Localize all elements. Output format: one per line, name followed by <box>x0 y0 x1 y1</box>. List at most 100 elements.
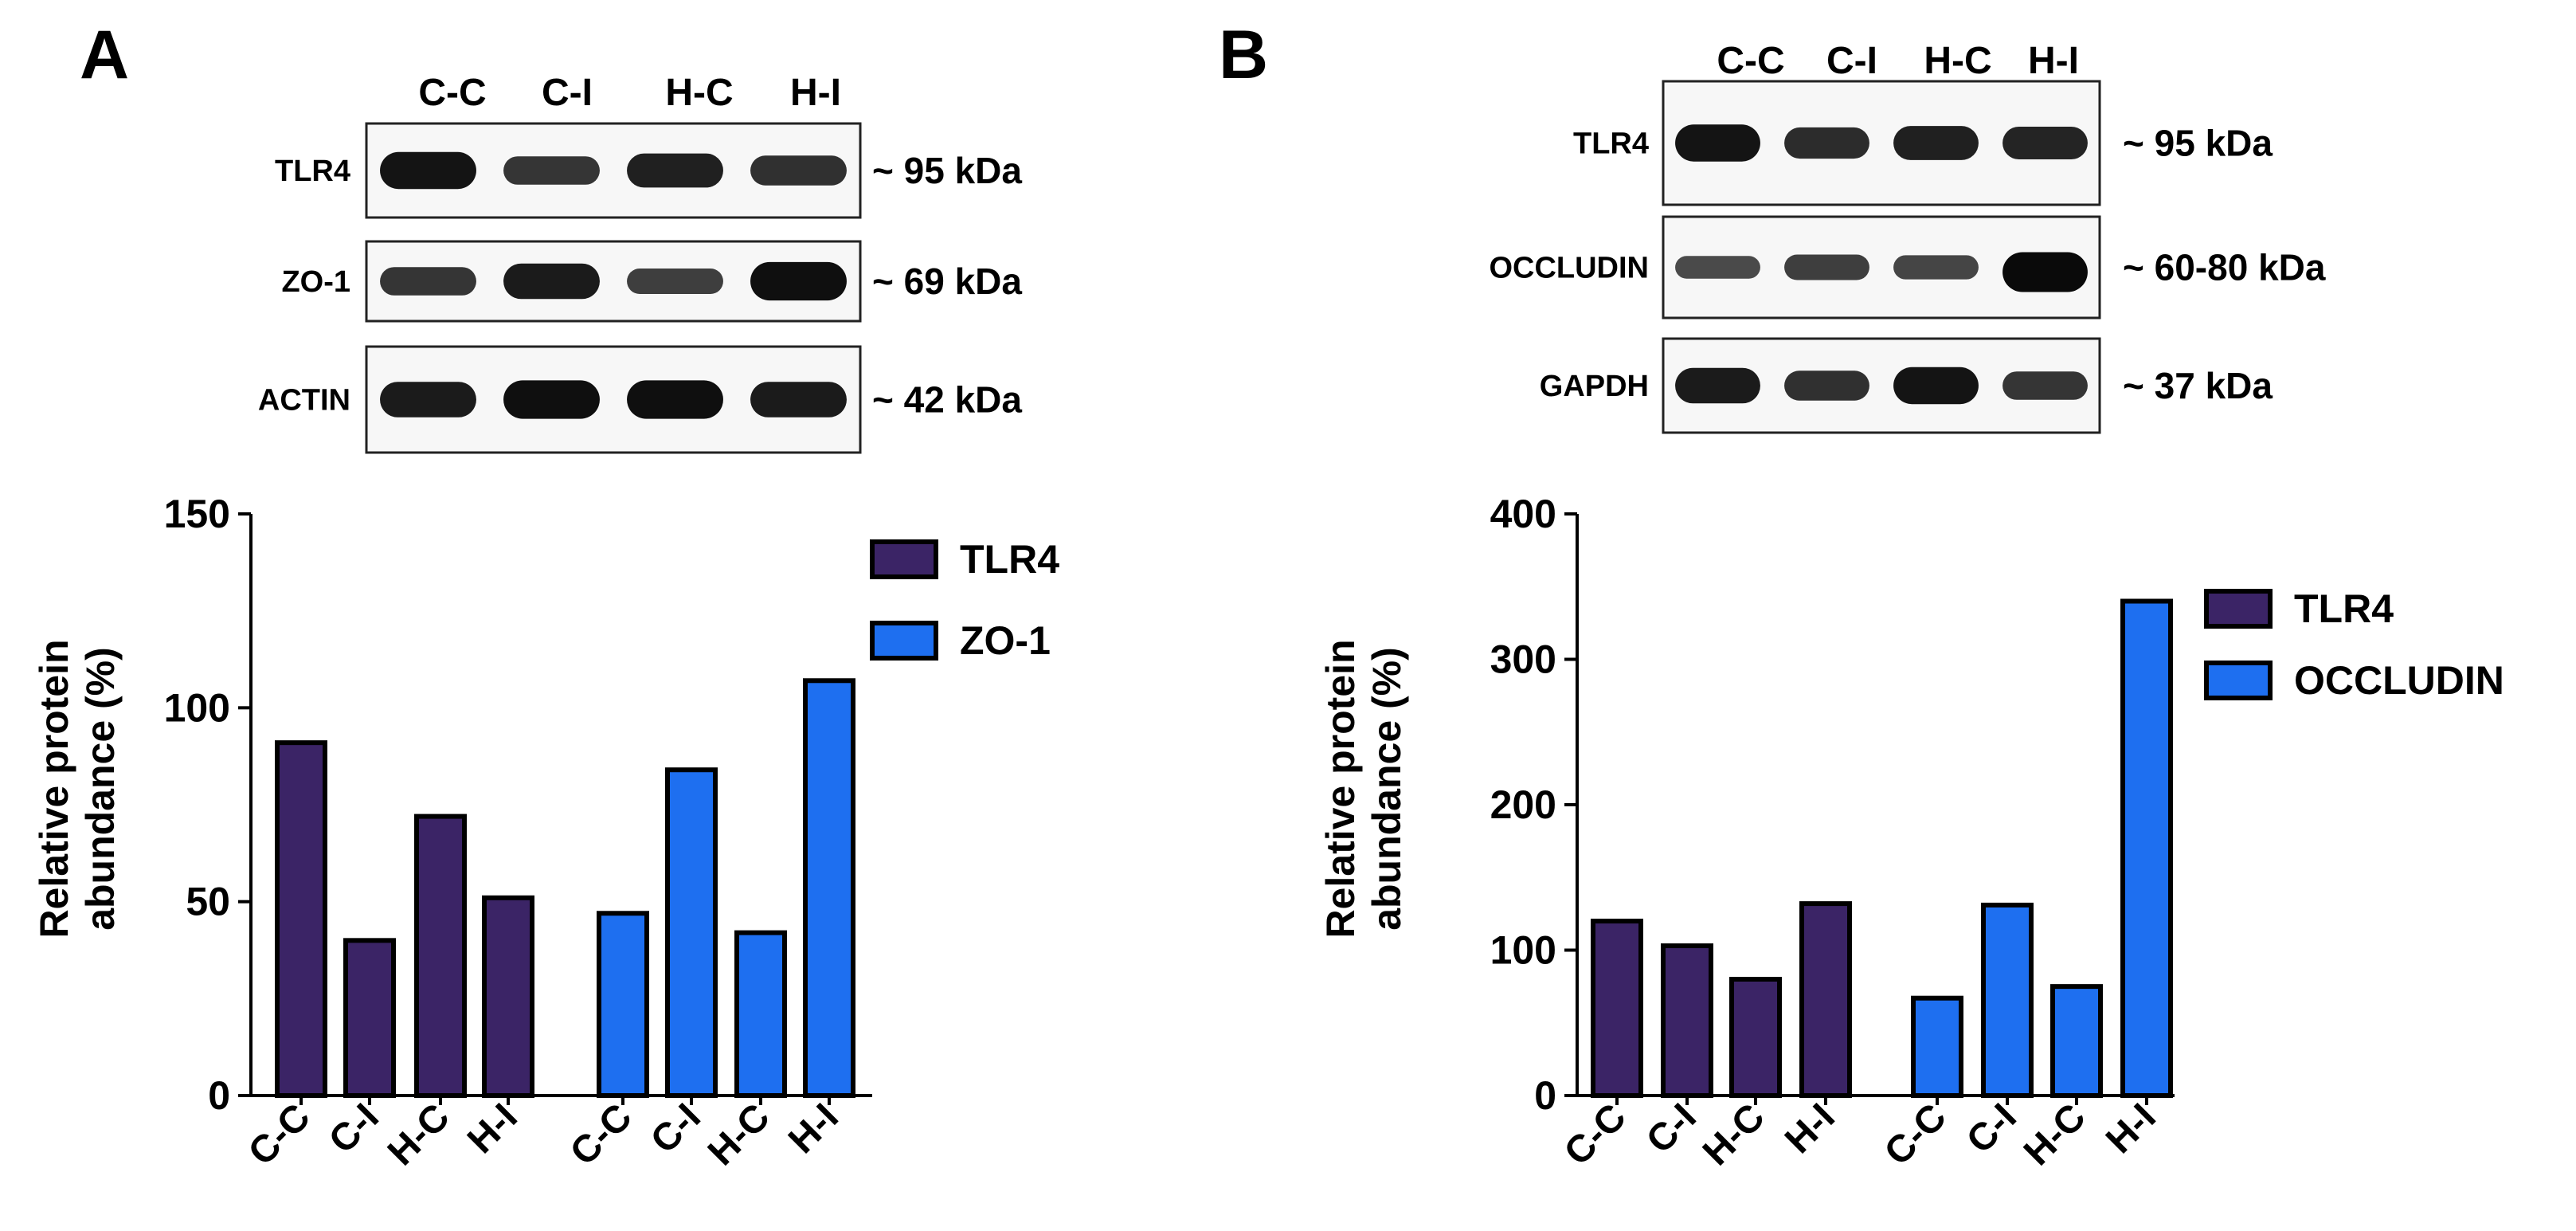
bar <box>1981 902 2034 1099</box>
band <box>1784 127 1869 159</box>
legend-label: ZO-1 <box>960 618 1051 663</box>
bar <box>1661 943 1713 1099</box>
legend-label: TLR4 <box>960 537 1059 582</box>
panel-a: A C-C C-I H-C H-I TLR4 ~ 95 kDa ZO-1 ~ 69 kDa ACT… <box>80 17 1022 454</box>
band <box>1893 367 1979 405</box>
x-tick-label: H-C <box>380 1096 458 1174</box>
y-tick-label: 300 <box>1490 637 1556 682</box>
x-tick-label: C-I <box>643 1096 709 1162</box>
y-tick-label: 200 <box>1490 782 1556 827</box>
band <box>1675 124 1760 162</box>
panel-letter: A <box>80 17 129 93</box>
band <box>750 155 847 186</box>
bar <box>2120 598 2173 1098</box>
y-tick-label: 150 <box>164 492 230 536</box>
band <box>1784 254 1869 280</box>
y-tick-label: 0 <box>208 1073 230 1118</box>
lane-label: H-I <box>790 72 841 114</box>
panel-letter: B <box>1219 17 1268 93</box>
band <box>750 261 847 301</box>
bar <box>803 678 855 1098</box>
blot-tlr4: TLR4 ~ 95 kDa <box>275 122 1022 219</box>
x-tick-label: H-I <box>2098 1096 2164 1162</box>
band <box>1675 256 1760 279</box>
kda-label: ~ 95 kDa <box>872 150 1022 191</box>
bar <box>1911 995 1963 1098</box>
bar <box>665 767 718 1098</box>
protein-label: TLR4 <box>1573 127 1649 161</box>
kda-label: ~ 60-80 kDa <box>2123 247 2326 288</box>
x-tick-label: H-I <box>1777 1096 1843 1162</box>
band <box>1893 255 1979 280</box>
band <box>2002 371 2088 400</box>
bar <box>482 895 534 1099</box>
legend-label: OCCLUDIN <box>2294 658 2504 703</box>
blot-zo-1: ZO-1 ~ 69 kDa <box>281 240 1022 323</box>
blot-occludin: OCCLUDIN ~ 60-80 kDa <box>1489 215 2326 320</box>
band <box>503 156 600 185</box>
lane-label: C-C <box>1717 40 1784 82</box>
x-tick-label: H-C <box>2016 1096 2094 1174</box>
band <box>2002 127 2088 159</box>
band <box>627 269 723 294</box>
x-tick-label: C-I <box>1638 1096 1705 1162</box>
band <box>1675 367 1760 404</box>
protein-label: OCCLUDIN <box>1489 252 1649 285</box>
protein-label: ZO-1 <box>281 265 350 299</box>
band <box>750 382 847 418</box>
bar <box>1799 901 1852 1098</box>
x-tick-label: C-I <box>1959 1096 2025 1162</box>
bar <box>1591 919 1643 1098</box>
bar <box>2050 984 2103 1098</box>
x-tick-label: C-C <box>562 1096 640 1174</box>
lane-label: H-C <box>1924 40 1991 82</box>
lane-label: C-C <box>418 72 486 114</box>
band <box>380 151 476 190</box>
legend-label: TLR4 <box>2294 586 2394 631</box>
x-tick-label: C-I <box>321 1096 387 1162</box>
band <box>380 267 476 296</box>
kda-label: ~ 37 kDa <box>2123 365 2273 406</box>
band <box>503 380 600 419</box>
band <box>1893 126 1979 160</box>
x-tick-label: H-I <box>460 1096 526 1162</box>
legend-swatch <box>870 621 938 661</box>
x-tick-label: H-C <box>1695 1096 1773 1174</box>
y-axis-title: Relative proteinabundance (%) <box>32 639 123 938</box>
kda-label: ~ 95 kDa <box>2123 123 2273 164</box>
bar <box>275 740 327 1099</box>
lane-label: C-I <box>1826 40 1877 82</box>
bar <box>1729 977 1782 1098</box>
band <box>627 380 723 419</box>
y-tick-label: 100 <box>1490 928 1556 973</box>
kda-label: ~ 69 kDa <box>872 261 1022 302</box>
band <box>627 153 723 188</box>
x-tick-label: C-C <box>1877 1096 1955 1174</box>
blot-gapdh: GAPDH ~ 37 kDa <box>1540 337 2273 434</box>
y-tick-label: 50 <box>186 880 230 924</box>
chart-a: 0 50 100 150 Relative proteinabundance (%) C-… <box>32 492 1059 1174</box>
panel-b: B C-C C-I H-C H-I TLR4 ~ 95 kDa OCCLUDIN ~ 60-80… <box>1219 17 2326 434</box>
legend-swatch <box>2204 661 2273 700</box>
blot-tlr4: TLR4 ~ 95 kDa <box>1573 80 2273 206</box>
y-tick-label: 0 <box>1534 1073 1556 1118</box>
bar <box>734 930 787 1098</box>
bar <box>414 813 467 1098</box>
x-tick-label: H-C <box>700 1096 778 1174</box>
x-tick-label: H-I <box>781 1096 847 1162</box>
lane-label: H-C <box>665 72 733 114</box>
chart-b: 0 100 200 300 400 Relative proteinabundance (… <box>1318 492 2504 1174</box>
band <box>380 382 476 418</box>
protein-label: TLR4 <box>275 155 350 188</box>
band <box>2002 252 2088 292</box>
legend-swatch <box>870 539 938 579</box>
protein-label: GAPDH <box>1540 370 1649 403</box>
bar <box>597 911 649 1099</box>
lane-label: C-I <box>542 72 593 114</box>
x-tick-label: C-C <box>241 1096 319 1174</box>
y-tick-label: 400 <box>1490 492 1556 536</box>
legend-swatch <box>2204 589 2273 629</box>
kda-label: ~ 42 kDa <box>872 379 1022 421</box>
y-tick-label: 100 <box>164 685 230 730</box>
